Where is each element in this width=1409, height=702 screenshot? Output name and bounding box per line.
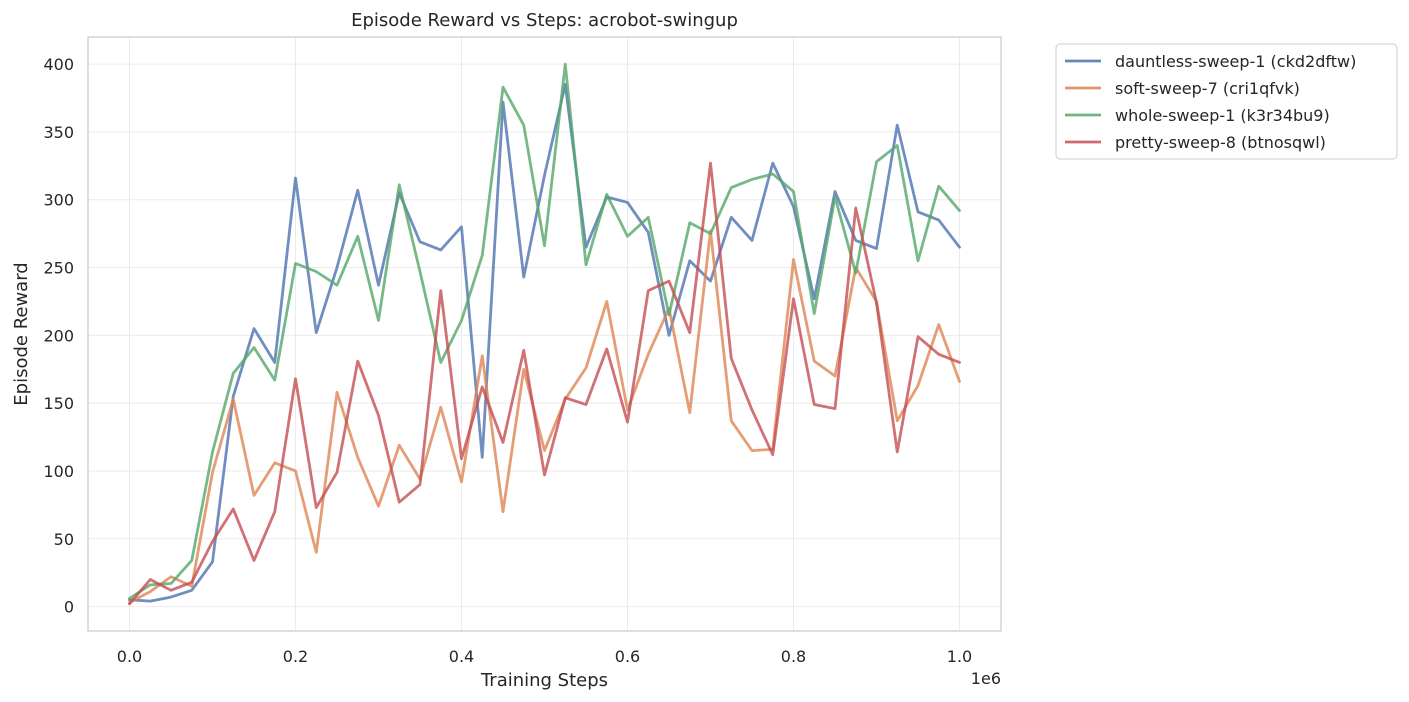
series-line-4 bbox=[128, 161, 961, 606]
chart-title: Episode Reward vs Steps: acrobot-swingup bbox=[351, 10, 738, 31]
y-tick-label: 50 bbox=[54, 530, 74, 549]
y-tick-label: 0 bbox=[64, 598, 74, 617]
legend-label: whole-sweep-1 (k3r34bu9) bbox=[1115, 106, 1330, 125]
y-tick-label: 100 bbox=[43, 462, 74, 481]
plot-area-frame bbox=[87, 36, 1002, 632]
series-line-2 bbox=[128, 229, 961, 604]
y-axis-title: Episode Reward bbox=[11, 262, 32, 405]
y-tick-label: 400 bbox=[43, 55, 74, 74]
series-line-1 bbox=[128, 83, 961, 603]
tick-labels: 0.0 0.2 0.4 0.6 0.8 1.0 0 50 100 150 200 250 300 350 4… bbox=[43, 55, 972, 666]
legend-label: soft-sweep-7 (cri1qfvk) bbox=[1115, 79, 1300, 98]
x-tick-label: 0.2 bbox=[283, 647, 308, 666]
y-tick-label: 300 bbox=[43, 191, 74, 210]
x-tick-label: 0.0 bbox=[117, 647, 142, 666]
series-lines bbox=[128, 62, 961, 606]
legend-label: pretty-sweep-8 (btnosqwl) bbox=[1115, 133, 1326, 152]
legend: dauntless-sweep-1 (ckd2dftw) soft-sweep-7… bbox=[1055, 43, 1398, 160]
grid bbox=[88, 37, 1001, 631]
x-tick-label: 0.6 bbox=[615, 647, 640, 666]
y-tick-label: 200 bbox=[43, 326, 74, 345]
y-tick-label: 250 bbox=[43, 259, 74, 278]
x-tick-label: 0.4 bbox=[449, 647, 474, 666]
legend-label: dauntless-sweep-1 (ckd2dftw) bbox=[1115, 52, 1356, 71]
x-tick-label: 1.0 bbox=[947, 647, 972, 666]
x-axis-offset-label: 1e6 bbox=[971, 669, 1001, 688]
y-tick-label: 150 bbox=[43, 394, 74, 413]
x-axis-title: Training Steps bbox=[480, 670, 608, 691]
x-tick-label: 0.8 bbox=[781, 647, 806, 666]
series-line-3 bbox=[128, 62, 961, 600]
y-tick-label: 350 bbox=[43, 123, 74, 142]
legend-box bbox=[1055, 43, 1398, 160]
